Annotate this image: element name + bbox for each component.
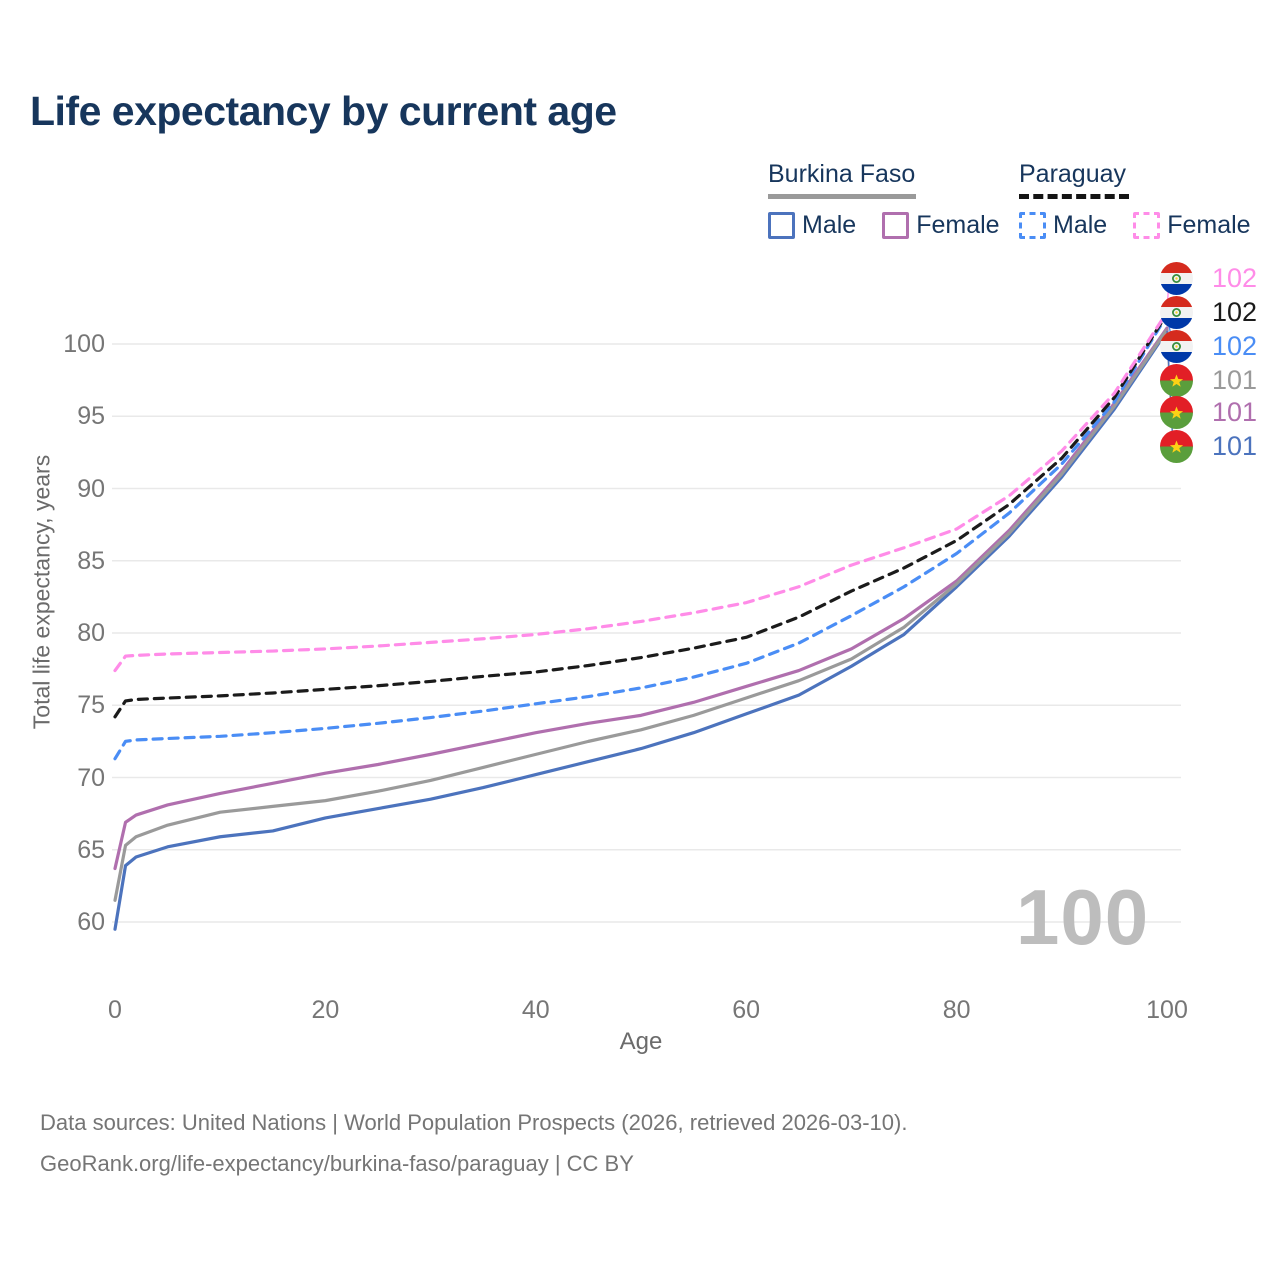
solid-line-swatch-icon <box>768 194 916 199</box>
burkina-faso-flag-icon <box>1160 395 1193 429</box>
legend-item-burkina-faso-female[interactable]: Female <box>882 211 1000 240</box>
footer-data-sources: Data sources: United Nations | World Pop… <box>40 1110 908 1135</box>
y-tick-label-80: 80 <box>77 619 105 647</box>
x-tick-label-0: 0 <box>108 996 122 1024</box>
paraguay-flag-icon <box>1160 295 1193 329</box>
end-value-burkina-faso-female: 101 <box>1212 397 1258 427</box>
male-solid-swatch-icon <box>768 212 795 239</box>
legend-country-paraguay[interactable]: Paraguay <box>1019 160 1251 199</box>
legend-item-paraguay-male[interactable]: Male <box>1019 211 1107 240</box>
series-line-paraguay-male <box>113 313 1169 761</box>
dashed-line-swatch-icon <box>1019 194 1129 199</box>
legend-item-label: Male <box>1053 211 1108 239</box>
legend-item-burkina-faso-male[interactable]: Male <box>768 211 856 240</box>
end-value-paraguay-male: 102 <box>1212 331 1258 361</box>
female-solid-swatch-icon <box>882 212 910 239</box>
x-tick-label-20: 20 <box>311 996 340 1024</box>
legend-item-label: Male <box>802 211 857 239</box>
legend-country-burkina-faso[interactable]: Burkina Faso <box>768 160 1000 199</box>
paraguay-flag-icon <box>1160 329 1193 363</box>
female-dashed-swatch-icon <box>1133 212 1161 239</box>
y-tick-label-95: 95 <box>77 402 105 431</box>
legend-item-label: Female <box>916 211 1000 239</box>
burkina-faso-flag-icon <box>1160 429 1193 463</box>
y-tick-label-60: 60 <box>77 908 105 936</box>
end-value-paraguay-both-sexes: 102 <box>1212 297 1258 327</box>
legend-group-paraguay: Paraguay Male Female <box>1019 160 1251 240</box>
male-dashed-swatch-icon <box>1019 212 1046 239</box>
burkina-faso-flag-icon <box>1160 363 1193 397</box>
legend-country-label: Burkina Faso <box>768 160 916 188</box>
x-axis-title: Age <box>619 1028 663 1055</box>
end-value-burkina-faso-both-sexes: 101 <box>1212 365 1258 395</box>
series-line-burkina-faso-female <box>113 326 1169 871</box>
end-value-burkina-faso-male: 101 <box>1212 431 1258 461</box>
series-line-burkina-faso-both-sexes <box>113 327 1169 902</box>
page-title: Life expectancy by current age <box>30 88 617 134</box>
footer-attribution-link: GeoRank.org/life-expectancy/burkina-faso… <box>40 1151 634 1176</box>
x-tick-label-100: 100 <box>1146 996 1188 1024</box>
series-line-burkina-faso-male <box>113 329 1169 931</box>
series-line-paraguay-female <box>113 310 1169 673</box>
x-tick-label-60: 60 <box>732 996 761 1024</box>
y-tick-label-90: 90 <box>77 474 105 503</box>
paraguay-flag-icon <box>1160 261 1193 295</box>
age-watermark: 100 <box>1016 873 1150 961</box>
legend-country-label: Paraguay <box>1019 160 1127 188</box>
legend-item-label: Female <box>1167 211 1251 239</box>
y-tick-label-85: 85 <box>77 546 105 575</box>
legend-group-burkina-faso: Burkina Faso Male Female <box>768 160 1000 240</box>
series-line-paraguay-both-sexes <box>113 312 1169 719</box>
y-tick-label-75: 75 <box>77 691 105 720</box>
x-tick-label-80: 80 <box>942 996 971 1024</box>
y-tick-label-65: 65 <box>77 835 105 864</box>
x-tick-label-40: 40 <box>521 996 550 1024</box>
legend-item-paraguay-female[interactable]: Female <box>1133 211 1251 240</box>
y-tick-label-70: 70 <box>77 763 105 792</box>
y-tick-label-100: 100 <box>63 330 105 358</box>
end-value-paraguay-female: 102 <box>1212 263 1258 293</box>
